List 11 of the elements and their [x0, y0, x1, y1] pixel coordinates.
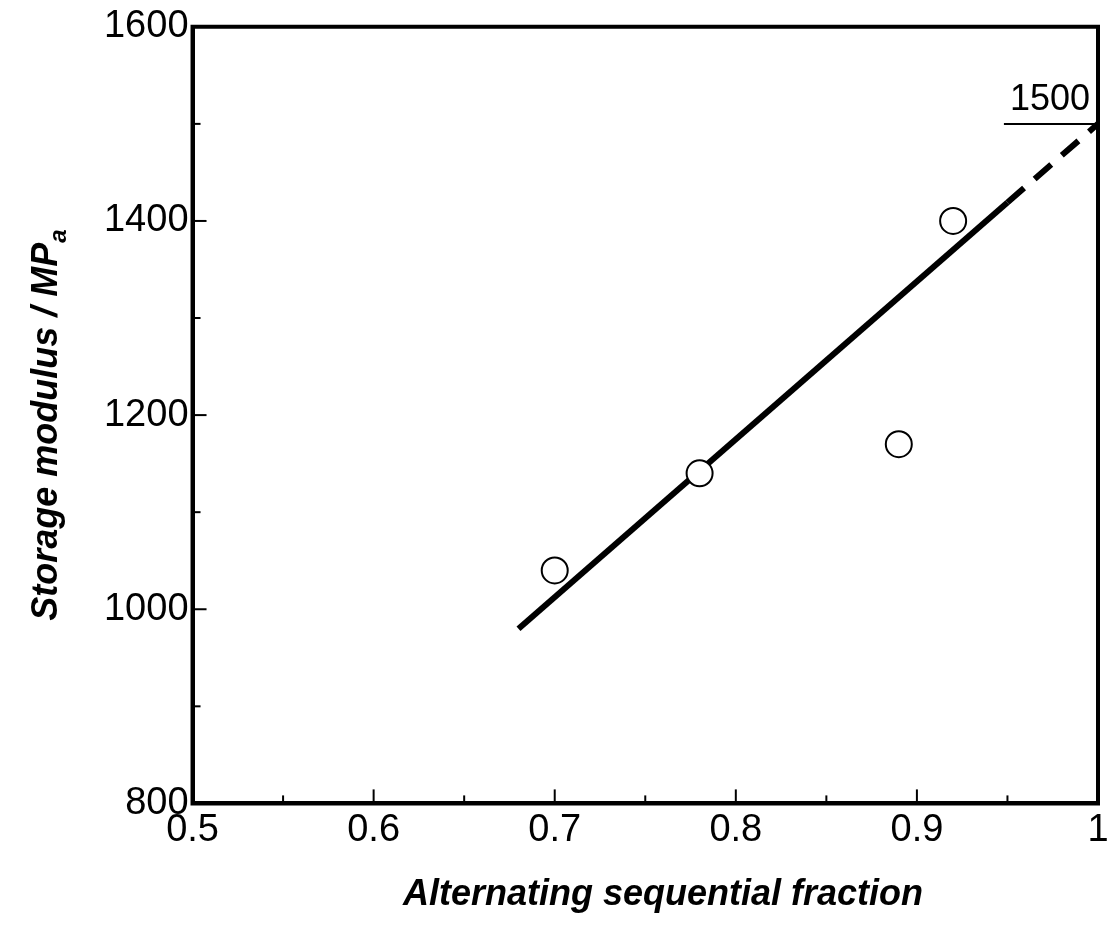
x-tick-label: 0.7 — [528, 806, 582, 849]
y-tick-label: 1200 — [103, 391, 189, 434]
x-tick-label: 1 — [1087, 806, 1109, 849]
x-axis-title: Alternating sequential fraction — [401, 872, 925, 914]
x-tick-label: 0.8 — [709, 806, 763, 849]
y-tick-label: 1600 — [103, 3, 189, 46]
y-tick-label: 1000 — [103, 585, 189, 628]
y-tick-label: 1400 — [103, 197, 189, 240]
x-tick-label: 0.6 — [347, 806, 401, 849]
annotation: 1500 — [1009, 76, 1090, 118]
x-tick-label: 0.9 — [890, 806, 944, 849]
